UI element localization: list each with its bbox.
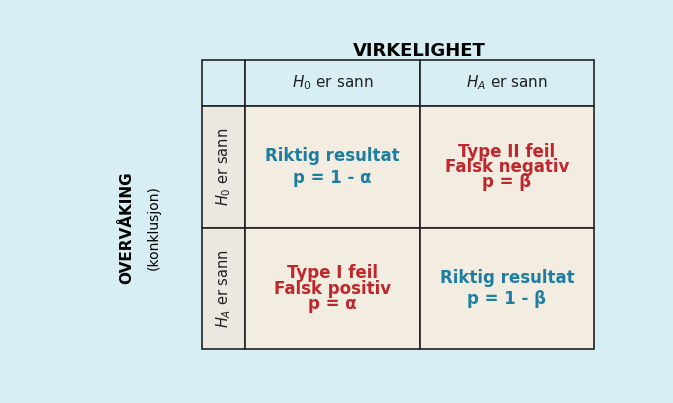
Text: OVERVÅKING: OVERVÅKING <box>119 171 134 284</box>
Text: $H_A$ er sann: $H_A$ er sann <box>466 74 548 92</box>
Text: p = 1 - β: p = 1 - β <box>467 291 546 308</box>
Bar <box>246 60 420 106</box>
Text: $H_0$ er sann: $H_0$ er sann <box>292 74 374 92</box>
Bar <box>202 106 246 228</box>
Text: (konklusjon): (konklusjon) <box>147 185 161 270</box>
Bar <box>202 228 246 349</box>
Text: Falsk positiv: Falsk positiv <box>274 280 391 297</box>
Text: Type II feil: Type II feil <box>458 143 555 160</box>
Text: $H_A$ er sann: $H_A$ er sann <box>214 249 233 328</box>
Bar <box>420 106 594 228</box>
Text: p = β: p = β <box>483 173 532 191</box>
Bar <box>246 106 420 228</box>
Bar <box>246 228 420 349</box>
Text: Falsk negativ: Falsk negativ <box>445 158 569 176</box>
Text: Type I feil: Type I feil <box>287 264 378 282</box>
Text: p = α: p = α <box>308 295 357 313</box>
Text: Riktig resultat: Riktig resultat <box>439 269 574 287</box>
Bar <box>420 228 594 349</box>
Bar <box>420 60 594 106</box>
Text: $H_0$ er sann: $H_0$ er sann <box>214 128 233 206</box>
Text: Riktig resultat: Riktig resultat <box>265 147 400 165</box>
Text: p = 1 - α: p = 1 - α <box>293 169 371 187</box>
Text: VIRKELIGHET: VIRKELIGHET <box>353 42 486 60</box>
Bar <box>202 60 246 106</box>
